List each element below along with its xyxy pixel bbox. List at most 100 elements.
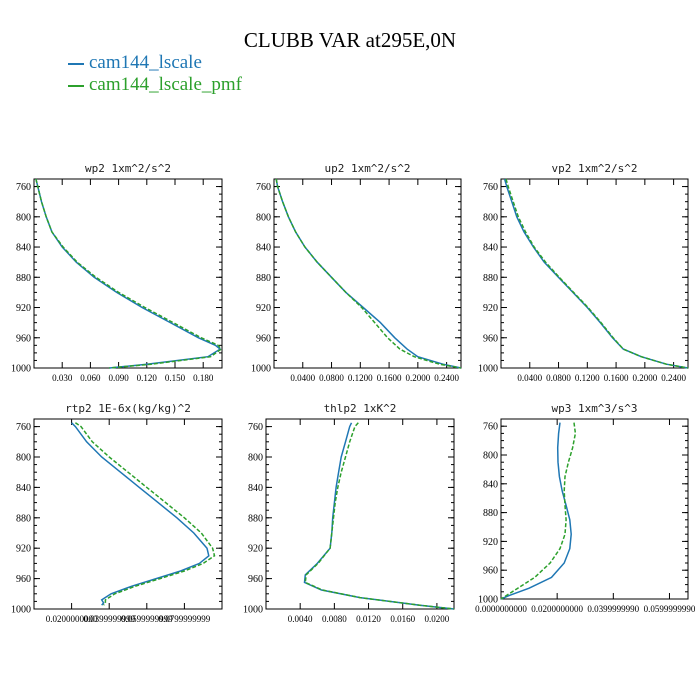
panel-title: vp2 1xm^2/s^2 (551, 162, 637, 175)
plot-panel-5: thlp2 1xK^2 760 800 840 880 920 960 1000 0.0040 0… (243, 402, 455, 624)
legend-line-icon (68, 62, 84, 65)
y-tick-label: 960 (256, 333, 271, 344)
series-line-lscale-pmf (304, 422, 455, 610)
plot-panel-4: rtp2 1E-6x(kg/kg)^2 760 800 840 880 920 960 100… (11, 402, 223, 624)
panel-title: up2 1xm^2/s^2 (324, 162, 410, 175)
y-tick-label: 920 (248, 544, 263, 555)
y-tick-label: 920 (483, 537, 498, 548)
y-tick-label: 880 (16, 273, 31, 284)
series-line-lscale-pmf (74, 422, 216, 606)
x-tick-label: 0.2400 (661, 373, 686, 383)
series-line-lscale (275, 178, 462, 369)
x-tick-label: 0.0120 (356, 614, 381, 624)
plot-frame (500, 418, 689, 600)
x-tick-label: 0.0200 (425, 614, 450, 624)
y-tick-label: 960 (16, 574, 31, 585)
legend-entry-lscale: cam144_lscale (68, 52, 202, 74)
x-tick-label: 0.180 (193, 373, 214, 383)
y-tick-label: 840 (248, 483, 263, 494)
plot-panel-6: wp3 1xm^3/s^3 760 800 840 880 920 960 10000.000… (475, 402, 696, 614)
x-tick-label: 0.0800 (546, 373, 571, 383)
y-tick-label: 800 (256, 212, 271, 223)
y-tick-label: 760 (248, 422, 263, 433)
y-tick-label: 880 (248, 513, 263, 524)
y-tick-label: 880 (256, 273, 271, 284)
x-tick-label: 0.0000000000 (475, 604, 527, 614)
x-tick-label: 0.0080 (322, 614, 347, 624)
x-tick-label: 0.1600 (377, 373, 402, 383)
x-tick-label: 0.0160 (390, 614, 415, 624)
y-tick-label: 800 (16, 212, 31, 223)
x-tick-label: 0.120 (137, 373, 158, 383)
legend-label: cam144_lscale_pmf (89, 74, 243, 95)
series-line-lscale (303, 422, 455, 610)
x-tick-label: 0.2000 (632, 373, 657, 383)
y-tick-label: 1000 (251, 364, 271, 375)
y-tick-label: 1000 (11, 605, 31, 616)
plot-frame (33, 418, 223, 610)
x-tick-label: 0.2000 (405, 373, 430, 383)
series-line-lscale-pmf (505, 178, 689, 369)
x-tick-label: 0.0400 (517, 373, 542, 383)
x-tick-label: 0.0040 (288, 614, 313, 624)
y-tick-label: 800 (248, 453, 263, 464)
y-tick-label: 840 (256, 243, 271, 254)
series-line-lscale-pmf (35, 178, 223, 369)
y-tick-label: 760 (16, 422, 31, 433)
y-tick-label: 840 (483, 479, 498, 490)
y-tick-label: 920 (16, 303, 31, 314)
x-tick-label: 0.0200000000 (46, 614, 98, 624)
figure-title: CLUBB VAR at295E,0N (243, 28, 457, 52)
series-line-lscale (35, 178, 222, 369)
y-tick-label: 1000 (243, 605, 263, 616)
plot-panel-1: wp2 1xm^2/s^2 760 800 840 880 920 960 1000 0.030… (11, 162, 223, 383)
y-tick-label: 840 (16, 483, 31, 494)
y-tick-label: 1000 (478, 364, 498, 375)
panel-title: wp2 1xm^2/s^2 (85, 162, 171, 175)
y-tick-label: 880 (16, 513, 31, 524)
x-tick-label: 0.0399999990 (587, 604, 639, 614)
panel-title: wp3 1xm^3/s^3 (551, 402, 637, 415)
x-tick-label: 0.0399999999 (83, 614, 135, 624)
y-tick-label: 760 (483, 182, 498, 193)
x-tick-label: 0.1600 (604, 373, 629, 383)
y-tick-label: 1000 (11, 364, 31, 375)
plot-frame (273, 178, 462, 369)
y-tick-label: 880 (483, 273, 498, 284)
x-tick-label: 0.0800 (319, 373, 344, 383)
y-tick-label: 920 (483, 303, 498, 314)
legend-line-icon (68, 84, 84, 87)
y-tick-label: 800 (16, 453, 31, 464)
x-tick-label: 0.060 (80, 373, 101, 383)
plot-frame (265, 418, 455, 610)
plot-frame (33, 178, 223, 369)
series-line-lscale (500, 422, 572, 600)
plot-frame (500, 178, 689, 369)
legend-entry-lscale-pmf: cam144_lscale_pmf (68, 74, 242, 96)
plot-panel-2: up2 1xm^2/s^2 760 800 840 880 920 960 1000 0.040… (251, 162, 462, 383)
plot-panel-3: vp2 1xm^2/s^2 760 800 840 880 920 960 1000 0.040… (478, 162, 689, 383)
y-tick-label: 880 (483, 508, 498, 519)
y-tick-label: 800 (483, 212, 498, 223)
y-tick-label: 760 (16, 182, 31, 193)
series-line-lscale (503, 178, 689, 369)
x-tick-label: 0.0200000000 (531, 604, 583, 614)
x-tick-label: 0.0599999990 (644, 604, 696, 614)
y-tick-label: 960 (248, 574, 263, 585)
x-tick-label: 0.2400 (434, 373, 459, 383)
y-tick-label: 800 (483, 451, 498, 462)
x-tick-label: 0.0400 (290, 373, 315, 383)
y-tick-label: 840 (483, 243, 498, 254)
legend-label: cam144_lscale (89, 52, 202, 73)
series-line-lscale-pmf (275, 178, 462, 369)
x-tick-label: 0.1200 (348, 373, 373, 383)
x-tick-label: 0.1200 (575, 373, 600, 383)
series-line-lscale (71, 422, 210, 606)
x-tick-label: 0.030 (52, 373, 73, 383)
y-tick-label: 760 (256, 182, 271, 193)
x-tick-label: 0.150 (165, 373, 186, 383)
x-tick-label: 0.090 (108, 373, 129, 383)
y-tick-label: 840 (16, 243, 31, 254)
y-tick-label: 920 (16, 544, 31, 555)
